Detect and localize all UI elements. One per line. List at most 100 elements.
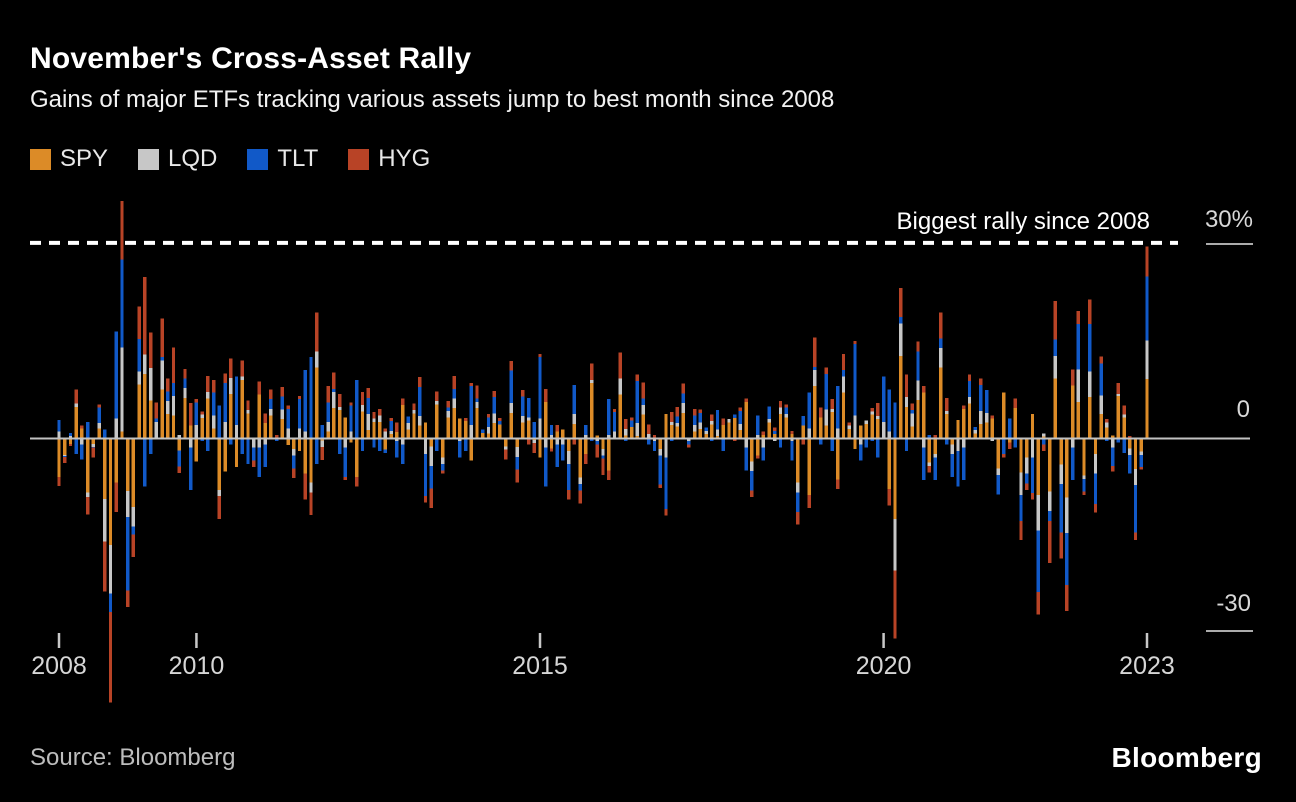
- bar-segment-hyg: [584, 454, 588, 464]
- bar-segment-lqd: [916, 380, 920, 400]
- bar-segment-lqd: [601, 449, 605, 456]
- bar-segment-tlt: [967, 381, 972, 398]
- bar-segment-hyg: [595, 444, 599, 458]
- bar-segment-spy: [1013, 408, 1017, 438]
- bar-segment-tlt: [761, 447, 766, 461]
- bar-segment-spy: [1076, 401, 1080, 438]
- bar-segment-lqd: [692, 425, 697, 432]
- bar-segment-hyg: [309, 492, 313, 515]
- bar-segment-spy: [1082, 438, 1086, 476]
- bar-segment-spy: [143, 373, 147, 438]
- bar-segment-tlt: [1053, 339, 1058, 356]
- bar-segment-lqd: [967, 397, 972, 404]
- bar-segment-hyg: [137, 306, 141, 340]
- bar-segment-hyg: [246, 400, 250, 411]
- bar-segment-tlt: [377, 438, 382, 451]
- bar-segment-hyg: [240, 360, 244, 377]
- bar-segment-tlt: [492, 397, 496, 414]
- bar-segment-hyg: [126, 590, 130, 607]
- bar-segment-spy: [234, 438, 239, 468]
- bar-segment-spy: [778, 414, 783, 438]
- bar-segment-spy: [120, 431, 124, 438]
- bar-segment-tlt: [1042, 438, 1046, 445]
- bar-segment-tlt: [114, 331, 118, 419]
- bar-segment-spy: [240, 379, 244, 438]
- bar-segment-hyg: [807, 494, 811, 508]
- legend-label-lqd: LQD: [168, 145, 218, 172]
- bar-segment-hyg: [1007, 442, 1012, 449]
- bar-segment-spy: [927, 438, 932, 463]
- bar-segment-tlt: [549, 425, 554, 435]
- bar-segment-spy: [624, 435, 628, 438]
- bar-segment-tlt: [292, 455, 296, 469]
- bar-segment-spy: [727, 422, 731, 438]
- bar-segment-spy: [847, 428, 851, 438]
- bar-segment-spy: [269, 415, 273, 438]
- bar-segment-spy: [795, 438, 800, 483]
- bar-segment-tlt: [1002, 438, 1006, 455]
- bar-segment-tlt: [1128, 454, 1132, 474]
- bar-segment-tlt: [904, 438, 909, 451]
- bar-segment-spy: [360, 411, 365, 438]
- bar-segment-spy: [297, 438, 302, 451]
- bar-segment-hyg: [635, 374, 640, 382]
- bar-segment-hyg: [463, 417, 468, 422]
- bar-segment-tlt: [274, 438, 279, 442]
- bar-segment-hyg: [1082, 491, 1086, 495]
- bar-segment-hyg: [916, 341, 920, 352]
- bar-segment-hyg: [183, 368, 187, 379]
- bar-segment-lqd: [767, 419, 771, 423]
- bar-segment-spy: [635, 436, 640, 438]
- bar-segment-hyg: [813, 337, 817, 367]
- bar-segment-spy: [458, 418, 462, 438]
- bar-segment-tlt: [710, 438, 714, 442]
- bar-segment-hyg: [498, 417, 502, 422]
- bar-segment-lqd: [148, 368, 153, 401]
- bar-segment-tlt: [429, 465, 433, 489]
- bar-segment-hyg: [1019, 520, 1023, 541]
- bar-segment-lqd: [486, 427, 491, 434]
- bar-segment-hyg: [910, 403, 914, 411]
- bar-segment-tlt: [229, 438, 233, 445]
- bar-segment-tlt: [395, 441, 399, 458]
- bar-segment-tlt: [475, 398, 479, 402]
- bar-segment-tlt: [383, 449, 388, 453]
- bar-segment-hyg: [85, 496, 90, 515]
- bar-segment-hyg: [521, 390, 525, 397]
- bar-segment-lqd: [97, 423, 101, 429]
- bar-segment-hyg: [349, 402, 353, 406]
- bar-segment-lqd: [366, 414, 370, 431]
- bar-segment-hyg: [544, 388, 548, 402]
- bar-segment-tlt: [658, 455, 662, 485]
- bar-segment-lqd: [1105, 422, 1109, 428]
- bar-segment-lqd: [429, 446, 433, 466]
- bar-segment-spy: [418, 425, 422, 438]
- bar-segment-tlt: [103, 429, 107, 438]
- bar-segment-lqd: [584, 434, 588, 438]
- bar-segment-lqd: [389, 430, 393, 435]
- bar-segment-spy: [538, 438, 542, 458]
- bar-segment-hyg: [1099, 356, 1103, 364]
- legend-label-tlt: TLT: [277, 145, 319, 172]
- bar-segment-hyg: [332, 372, 336, 389]
- bar-segment-tlt: [950, 454, 954, 477]
- bar-segment-hyg: [469, 383, 473, 387]
- bar-segment-tlt: [652, 441, 657, 451]
- bar-segment-spy: [858, 425, 863, 438]
- bar-segment-lqd: [383, 431, 388, 438]
- bar-segment-spy: [675, 426, 680, 438]
- bar-segment-spy: [990, 418, 995, 438]
- bar-segment-spy: [80, 428, 84, 439]
- bar-segment-spy: [566, 438, 571, 451]
- bar-segment-tlt: [148, 438, 153, 455]
- bar-segment-tlt: [647, 438, 651, 445]
- bar-segment-hyg: [343, 476, 348, 481]
- bar-segment-hyg: [1088, 299, 1092, 325]
- bar-segment-spy: [509, 412, 514, 438]
- bar-segment-lqd: [1059, 464, 1063, 484]
- bar-segment-spy: [63, 438, 67, 455]
- bar-segment-lqd: [618, 378, 622, 395]
- bar-segment-spy: [698, 428, 703, 438]
- bar-segment-lqd: [166, 401, 170, 415]
